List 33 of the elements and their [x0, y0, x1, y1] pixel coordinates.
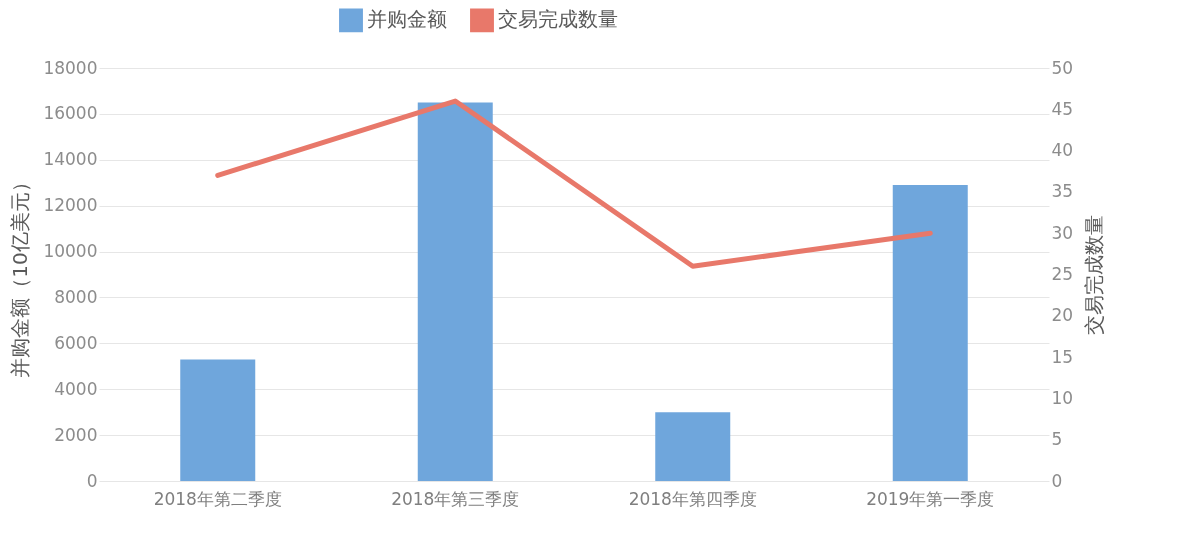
y-tick-label: 16000	[43, 103, 98, 124]
bar	[655, 412, 731, 481]
bar	[892, 185, 968, 481]
y2-tick-label: 50	[1051, 57, 1074, 78]
y2-tick-label: 15	[1051, 346, 1074, 367]
y2-tick-label: 10	[1051, 387, 1074, 408]
y2-tick-label: 20	[1051, 305, 1074, 326]
y-tick-label: 4000	[54, 378, 98, 399]
y-tick-label: 12000	[43, 195, 98, 216]
y-tick-label: 8000	[54, 286, 98, 307]
y2-tick-label: 5	[1051, 429, 1063, 450]
y-tick-label: 0	[86, 470, 98, 491]
x-tick-label: 2018年第三季度	[391, 488, 520, 509]
y2-tick-label: 30	[1051, 222, 1074, 243]
x-tick-label: 2018年第二季度	[153, 488, 282, 509]
y-axis-title: 并购金额（10亿美元）	[8, 172, 33, 378]
y-tick-label: 6000	[54, 332, 98, 353]
y-tick-label: 18000	[43, 57, 98, 78]
y2-tick-label: 0	[1051, 470, 1063, 491]
bar	[417, 102, 493, 481]
bar	[180, 359, 256, 481]
y-tick-label: 14000	[43, 149, 98, 170]
y2-axis-title: 交易完成数量	[1082, 215, 1107, 335]
y2-tick-label: 40	[1051, 140, 1074, 161]
y2-tick-label: 35	[1051, 181, 1074, 202]
legend-label: 并购金额	[367, 7, 447, 32]
legend-label: 交易完成数量	[498, 7, 618, 32]
x-tick-label: 2018年第四季度	[628, 488, 757, 509]
y2-tick-label: 45	[1051, 98, 1074, 119]
y2-tick-label: 25	[1051, 264, 1074, 284]
x-tick-label: 2019年第一季度	[866, 488, 995, 509]
y-tick-label: 10000	[43, 241, 98, 262]
y-tick-label: 2000	[54, 424, 98, 445]
